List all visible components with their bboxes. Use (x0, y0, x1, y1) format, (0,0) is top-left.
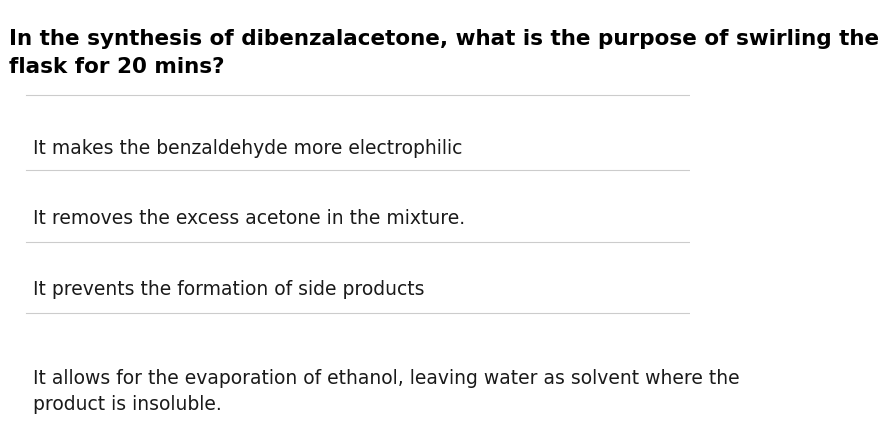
Text: It allows for the evaporation of ethanol, leaving water as solvent where the
pro: It allows for the evaporation of ethanol… (33, 369, 740, 414)
Text: It makes the benzaldehyde more electrophilic: It makes the benzaldehyde more electroph… (33, 139, 462, 158)
Text: It removes the excess acetone in the mixture.: It removes the excess acetone in the mix… (33, 209, 465, 228)
Text: It prevents the formation of side products: It prevents the formation of side produc… (33, 280, 424, 299)
Text: In the synthesis of dibenzalacetone, what is the purpose of swirling the
flask f: In the synthesis of dibenzalacetone, wha… (9, 29, 879, 77)
